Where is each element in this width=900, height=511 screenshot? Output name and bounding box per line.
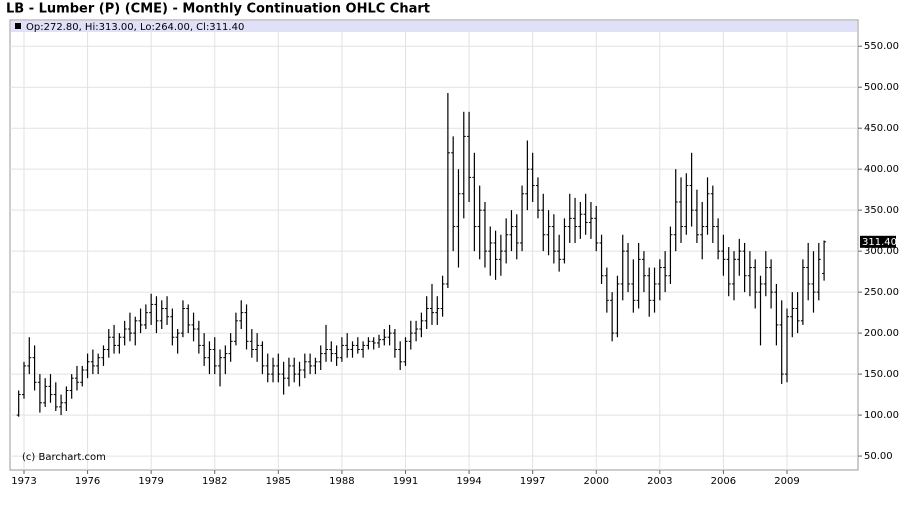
y-tick-label: 350.00: [864, 205, 899, 216]
info-text: Op:272.80, Hi:313.00, Lo:264.00, Cl:311.…: [26, 22, 244, 33]
x-tick-label: 2003: [647, 476, 672, 487]
x-tick-label: 1973: [11, 476, 36, 487]
y-tick-label: 100.00: [864, 410, 899, 421]
credit: (c) Barchart.com: [22, 452, 106, 463]
x-tick-label: 1994: [456, 476, 481, 487]
last-price-box: [860, 235, 896, 248]
x-tick-label: 1976: [75, 476, 100, 487]
y-tick-label: 50.00: [864, 451, 893, 462]
y-tick-label: 500.00: [864, 82, 899, 93]
x-tick-label: 1982: [202, 476, 227, 487]
y-tick-label: 450.00: [864, 123, 899, 134]
x-tick-label: 1985: [266, 476, 291, 487]
x-tick-label: 2009: [774, 476, 799, 487]
x-tick-label: 2000: [584, 476, 609, 487]
last-price-label: 311.40: [862, 237, 897, 248]
info-square: [15, 23, 21, 29]
x-tick-label: 1997: [520, 476, 545, 487]
chart-title: LB - Lumber (P) (CME) - Monthly Continua…: [6, 2, 430, 17]
y-tick-label: 150.00: [864, 369, 899, 380]
y-tick-label: 200.00: [864, 328, 899, 339]
y-tick-label: 550.00: [864, 41, 899, 52]
x-tick-label: 2006: [711, 476, 736, 487]
x-tick-label: 1988: [329, 476, 354, 487]
x-tick-label: 1979: [138, 476, 163, 487]
y-tick-label: 300.00: [864, 246, 899, 257]
x-tick-label: 1991: [393, 476, 418, 487]
y-tick-label: 250.00: [864, 287, 899, 298]
info-band: [11, 21, 857, 32]
y-tick-label: 400.00: [864, 164, 899, 175]
